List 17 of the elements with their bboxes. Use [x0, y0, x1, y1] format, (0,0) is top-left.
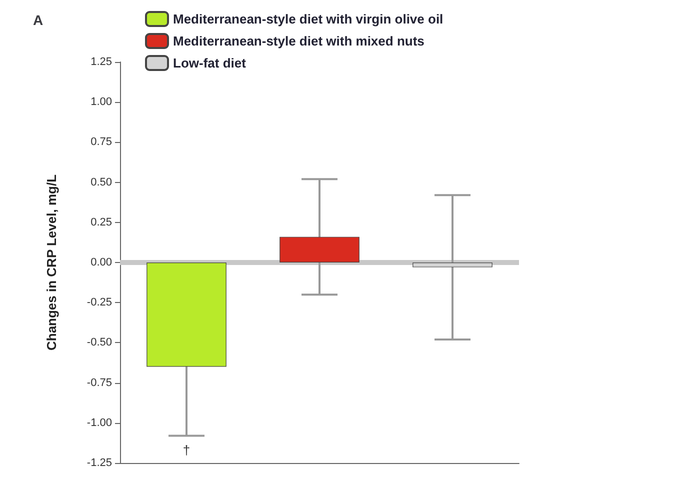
y-tick-label: -0.75: [86, 376, 112, 389]
y-tick-label: 0.00: [90, 256, 112, 268]
y-tick-label: -0.25: [86, 296, 112, 309]
chart-title: A: [33, 12, 44, 28]
y-tick-label: 0.50: [90, 176, 112, 188]
y-tick-label: 0.75: [90, 136, 112, 148]
legend-label: Mediterranean-style diet with mixed nuts: [173, 34, 424, 48]
y-tick-label: 1.00: [90, 96, 112, 108]
y-tick-label: 1.25: [90, 56, 112, 68]
legend-label: Mediterranean-style diet with virgin olive oil: [173, 12, 444, 26]
y-axis-title: Changes in CRP Level, mg/L: [44, 174, 59, 351]
y-tick-label: -0.50: [86, 336, 112, 349]
y-tick-label: 0.25: [90, 216, 112, 228]
y-tick-label: -1.25: [86, 457, 112, 469]
y-tick-label: -1.00: [86, 416, 112, 429]
legend-label: Low-fat diet: [173, 56, 247, 70]
annotation: †: [182, 442, 190, 458]
